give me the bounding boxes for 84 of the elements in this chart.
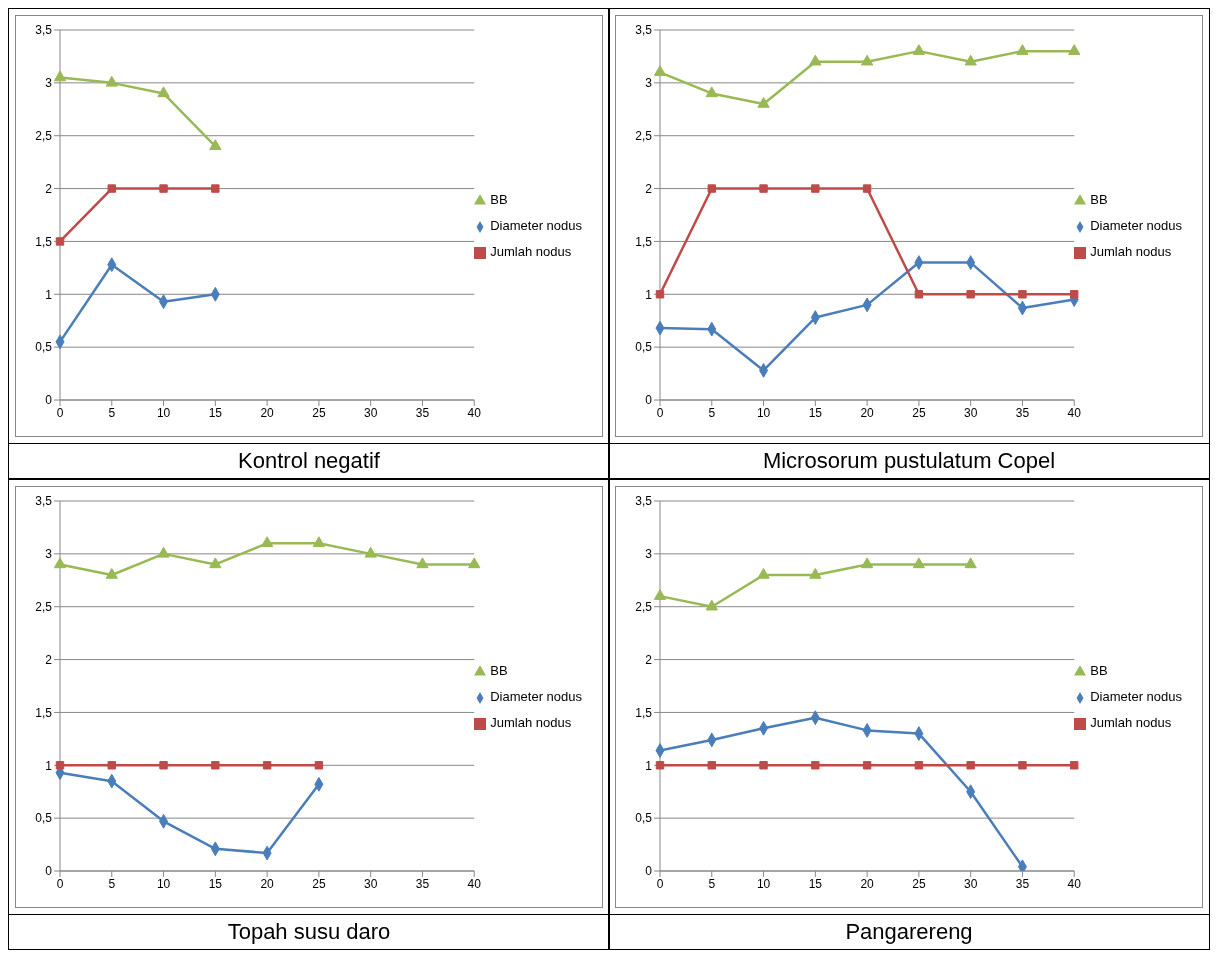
- y-tick-label: 2,5: [35, 128, 53, 143]
- x-tick-label: 0: [656, 876, 664, 891]
- x-tick-label: 25: [912, 405, 926, 420]
- x-tick-label: 10: [156, 876, 171, 891]
- legend-label: Diameter nodus: [490, 689, 582, 704]
- y-tick-label: 3,5: [35, 494, 53, 509]
- y-tick-label: 2,5: [35, 599, 53, 614]
- x-tick-label: 20: [860, 876, 875, 891]
- x-tick-label: 30: [963, 876, 978, 891]
- y-tick-label: 1: [45, 758, 53, 773]
- y-tick-label: 2: [45, 181, 53, 196]
- x-tick-label: 30: [963, 405, 978, 420]
- x-tick-label: 40: [467, 405, 482, 420]
- x-tick-label: 35: [415, 405, 430, 420]
- x-tick-label: 10: [756, 876, 771, 891]
- x-tick-label: 30: [363, 876, 378, 891]
- y-tick-label: 1,5: [635, 705, 653, 720]
- y-tick-label: 2: [645, 652, 653, 667]
- x-tick-label: 40: [1067, 405, 1082, 420]
- x-tick-label: 25: [912, 876, 926, 891]
- x-tick-label: 15: [808, 876, 823, 891]
- x-tick-label: 5: [108, 405, 116, 420]
- x-tick-label: 20: [860, 405, 875, 420]
- legend-label: Diameter nodus: [1090, 689, 1182, 704]
- legend-label: BB: [1090, 192, 1108, 207]
- legend-label: Jumlah nodus: [1090, 715, 1172, 730]
- y-tick-label: 2: [645, 181, 653, 196]
- x-tick-label: 35: [415, 876, 430, 891]
- x-tick-label: 35: [1015, 876, 1030, 891]
- x-tick-label: 0: [656, 405, 664, 420]
- legend-label: BB: [1090, 663, 1108, 678]
- y-tick-label: 0,5: [35, 811, 53, 826]
- y-tick-label: 1,5: [35, 234, 53, 249]
- y-tick-label: 3: [645, 547, 653, 562]
- text: Pangarereng: [609, 914, 1209, 949]
- y-tick-label: 0,5: [635, 340, 653, 355]
- x-tick-label: 0: [56, 876, 64, 891]
- x-tick-label: 5: [708, 876, 716, 891]
- y-tick-label: 2: [45, 652, 53, 667]
- y-tick-label: 3,5: [35, 23, 53, 38]
- y-tick-label: 1: [645, 758, 653, 773]
- y-tick-label: 0: [45, 393, 53, 408]
- legend-label: Jumlah nodus: [490, 244, 572, 259]
- x-tick-label: 25: [312, 876, 326, 891]
- x-tick-label: 15: [208, 405, 223, 420]
- x-tick-label: 20: [260, 876, 275, 891]
- y-tick-label: 1,5: [635, 234, 653, 249]
- legend-label: BB: [490, 192, 508, 207]
- x-tick-label: 40: [467, 876, 482, 891]
- y-tick-label: 3: [645, 76, 653, 91]
- x-tick-label: 5: [708, 405, 716, 420]
- x-tick-label: 15: [208, 876, 223, 891]
- y-tick-label: 3: [45, 547, 53, 562]
- y-tick-label: 3: [45, 76, 53, 91]
- y-tick-label: 0: [645, 393, 653, 408]
- y-tick-label: 1,5: [35, 705, 53, 720]
- y-tick-label: 0,5: [35, 340, 53, 355]
- y-tick-label: 3,5: [635, 23, 653, 38]
- text: Topah susu daro: [9, 914, 609, 949]
- x-tick-label: 10: [156, 405, 171, 420]
- text: Microsorum pustulatum Copel: [609, 443, 1209, 478]
- x-tick-label: 0: [56, 405, 64, 420]
- legend-label: Diameter nodus: [1090, 218, 1182, 233]
- y-tick-label: 3,5: [635, 494, 653, 509]
- x-tick-label: 20: [260, 405, 275, 420]
- x-tick-label: 35: [1015, 405, 1030, 420]
- legend-label: Diameter nodus: [490, 218, 582, 233]
- y-tick-label: 0: [45, 864, 53, 879]
- legend-label: BB: [490, 663, 508, 678]
- x-tick-label: 10: [756, 405, 771, 420]
- legend-label: Jumlah nodus: [490, 715, 572, 730]
- legend-label: Jumlah nodus: [1090, 244, 1172, 259]
- x-tick-label: 25: [312, 405, 326, 420]
- x-tick-label: 30: [363, 405, 378, 420]
- y-tick-label: 2,5: [635, 128, 653, 143]
- y-tick-label: 0,5: [635, 811, 653, 826]
- x-tick-label: 5: [108, 876, 116, 891]
- y-tick-label: 1: [645, 287, 653, 302]
- x-tick-label: 40: [1067, 876, 1082, 891]
- text: Kontrol negatif: [9, 443, 609, 478]
- y-tick-label: 2,5: [635, 599, 653, 614]
- x-tick-label: 15: [808, 405, 823, 420]
- y-tick-label: 0: [645, 864, 653, 879]
- y-tick-label: 1: [45, 287, 53, 302]
